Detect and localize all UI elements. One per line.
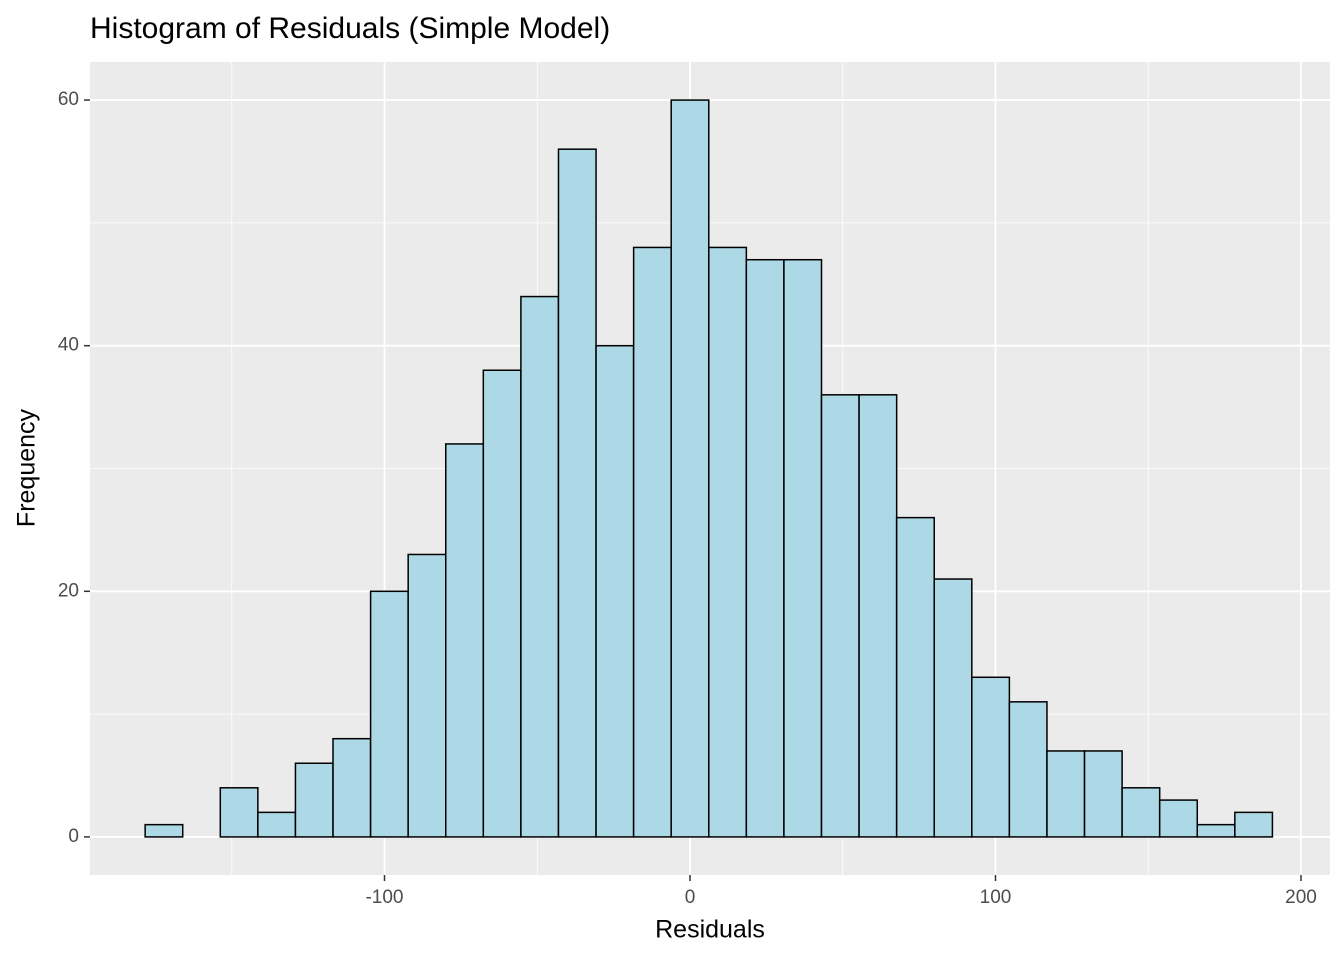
bar <box>745 258 785 838</box>
bar <box>557 148 597 838</box>
bar <box>444 443 485 838</box>
y-tick-label: 40 <box>58 335 79 356</box>
bar <box>332 737 372 838</box>
x-tick-label: -100 <box>365 887 403 908</box>
bar <box>783 258 823 838</box>
y-tick-label: 20 <box>58 580 79 601</box>
x-axis-label: Residuals <box>655 916 765 944</box>
bar <box>708 246 748 838</box>
chart-title: Histogram of Residuals (Simple Model) <box>90 12 610 45</box>
bar <box>1121 787 1161 838</box>
bars <box>144 99 1274 838</box>
bar <box>1083 750 1123 838</box>
bar <box>895 516 935 838</box>
bar <box>595 344 635 838</box>
bar <box>858 394 898 838</box>
bar <box>670 99 710 838</box>
bar <box>520 295 560 838</box>
x-tick-label: 100 <box>980 887 1012 908</box>
bar <box>482 369 522 838</box>
y-axis-label: Frequency <box>13 408 41 527</box>
x-tick-label: 0 <box>685 887 696 908</box>
bar <box>971 676 1011 838</box>
bar <box>1046 750 1086 838</box>
bar <box>820 394 860 838</box>
bar <box>1008 701 1048 838</box>
bar <box>257 811 297 838</box>
bar <box>632 246 672 838</box>
y-tick-label: 60 <box>58 89 79 110</box>
bar <box>1196 823 1236 838</box>
x-tick-label: 200 <box>1285 887 1317 908</box>
bar <box>219 787 259 838</box>
axes: -100 0 100 200 0 20 40 60 <box>58 89 1317 908</box>
bar <box>933 578 973 838</box>
bar <box>144 823 184 838</box>
y-tick-label: 0 <box>68 826 79 847</box>
bar <box>1158 799 1199 838</box>
bar <box>1234 811 1274 838</box>
bar <box>369 590 409 838</box>
bar <box>407 553 447 838</box>
bar <box>294 762 334 838</box>
